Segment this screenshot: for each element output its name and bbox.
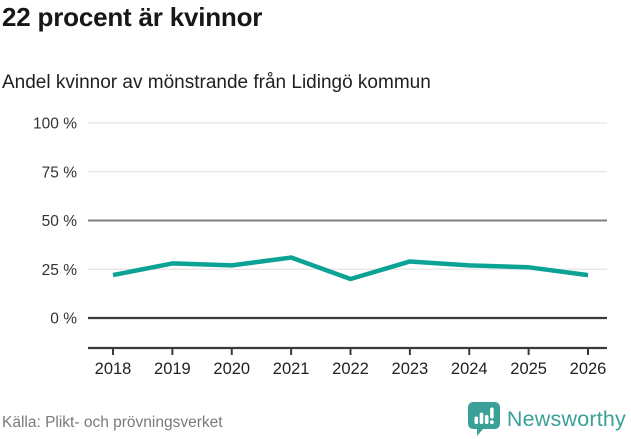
- x-tick-label: 2021: [273, 360, 310, 378]
- x-tick-label: 2018: [95, 360, 132, 378]
- source-note: Källa: Plikt- och prövningsverket: [2, 414, 223, 431]
- page-title: 22 procent är kvinnor: [2, 2, 263, 32]
- x-tick-label: 2023: [392, 360, 429, 378]
- x-tick-label: 2019: [154, 360, 191, 378]
- line-chart: 0 % 25 % 50 % 75 % 100 % 2018 2019 2020 2021 2022…: [33, 116, 607, 378]
- x-tick-label: 2024: [451, 360, 488, 378]
- x-tick-label: 2026: [570, 360, 607, 378]
- x-tick-label: 2020: [213, 360, 250, 378]
- x-tick-label: 2025: [510, 360, 547, 378]
- x-tick-label: 2022: [332, 360, 369, 378]
- y-tick-label: 25 %: [42, 262, 78, 279]
- y-tick-label: 0 %: [50, 311, 77, 328]
- data-line-series: [112, 255, 589, 282]
- newsworthy-logo-icon: [467, 401, 500, 436]
- chart-subtitle: Andel kvinnor av mönstrande från Lidingö…: [2, 72, 431, 93]
- y-tick-label: 100 %: [33, 116, 77, 133]
- y-tick-label: 50 %: [42, 213, 78, 230]
- newsworthy-brand: Newsworthy: [467, 400, 626, 438]
- newsworthy-wordmark: Newsworthy: [506, 406, 626, 431]
- y-tick-label: 75 %: [42, 164, 78, 181]
